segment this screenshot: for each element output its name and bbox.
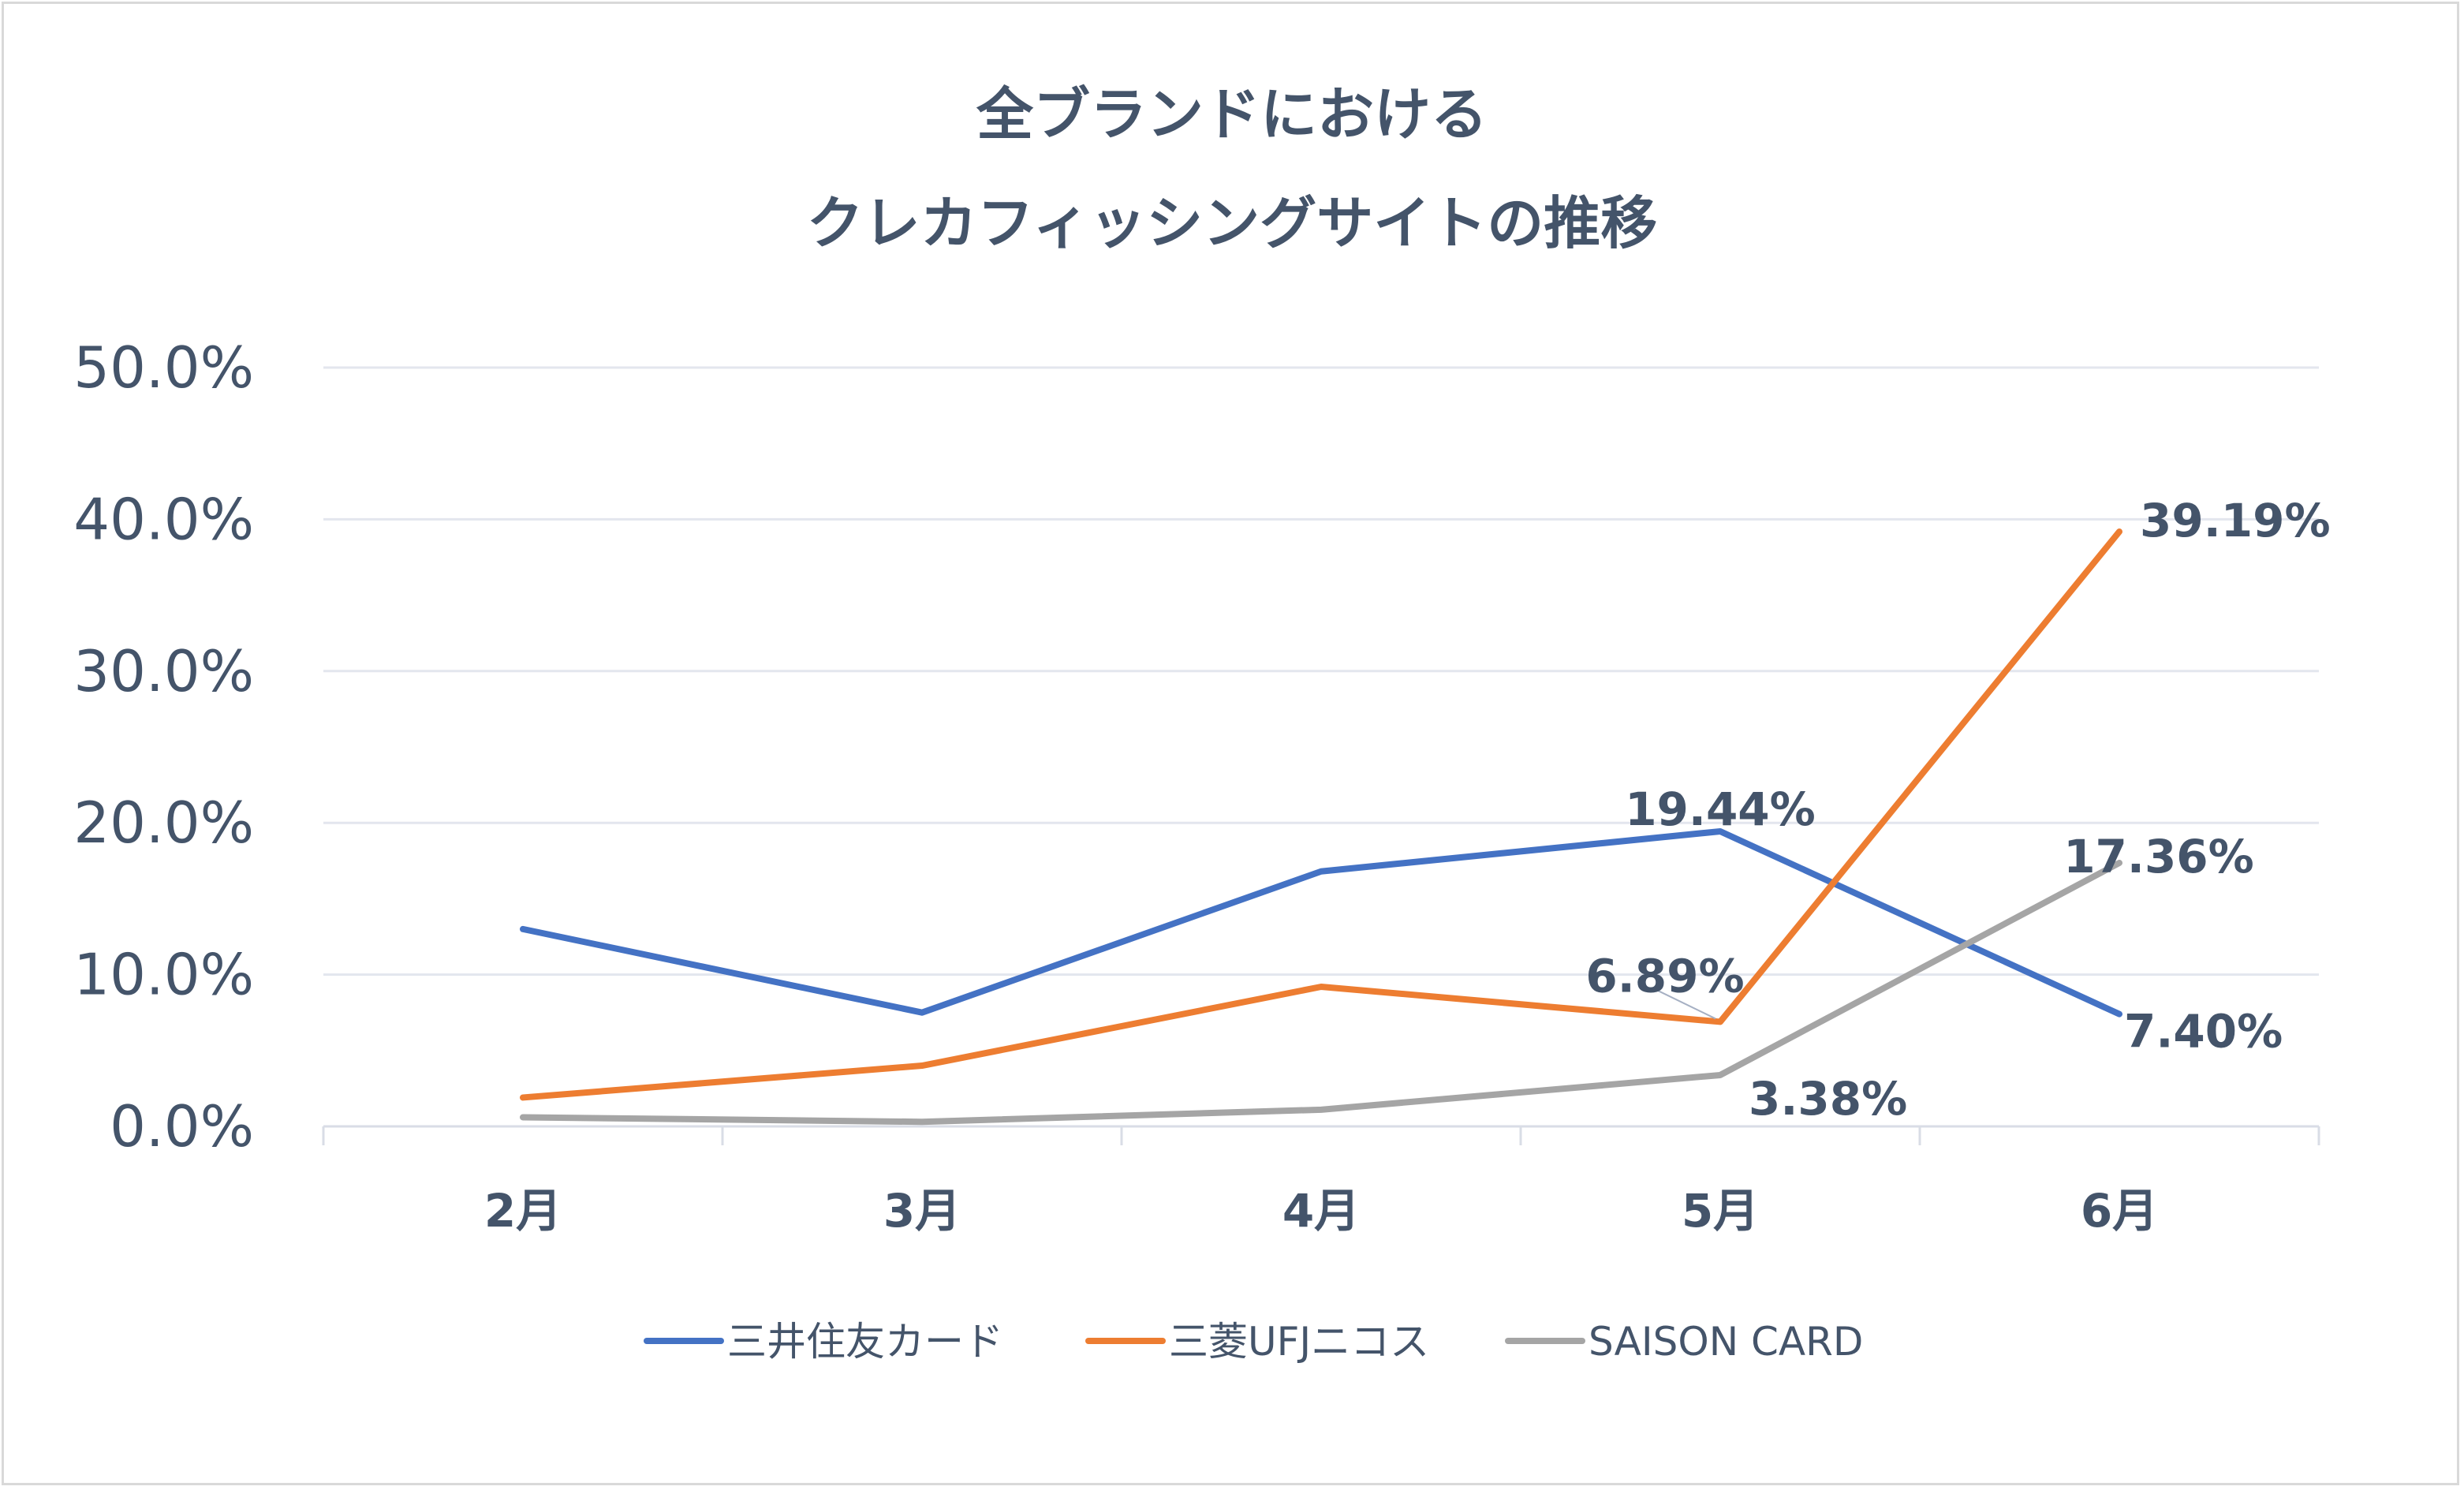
data-label: 7.40% (2124, 1005, 2283, 1059)
y-tick-label: 30.0% (73, 638, 254, 704)
chart-title-line-1: 全ブランドにおける (976, 81, 1488, 148)
series-line-1 (520, 528, 2122, 1101)
x-tick-label: 6月 (2081, 1184, 2158, 1238)
legend-label: 三菱UFJニコス (1169, 1319, 1429, 1365)
x-tick-label: 2月 (484, 1184, 562, 1238)
y-tick-label: 10.0% (73, 942, 254, 1008)
y-tick-label: 40.0% (73, 486, 254, 552)
y-tick-label: 20.0% (73, 790, 254, 856)
y-tick-label: 50.0% (73, 334, 254, 401)
leader-line (1656, 989, 1716, 1020)
legend-label: SAISON CARD (1589, 1319, 1863, 1365)
legend-label: 三井住友カード (727, 1319, 1003, 1365)
data-label: 3.38% (1749, 1072, 1907, 1126)
data-label: 17.36% (2063, 830, 2254, 883)
data-label: 6.89% (1585, 949, 1744, 1003)
x-tick-label: 5月 (1682, 1184, 1759, 1238)
y-tick-label: 0.0% (110, 1093, 254, 1160)
data-label: 19.44% (1625, 782, 1816, 836)
chart-title-line-2: クレカフィッシングサイトの推移 (807, 190, 1658, 256)
x-tick-label: 4月 (1282, 1184, 1360, 1238)
data-label: 39.19% (2140, 494, 2331, 547)
x-tick-label: 3月 (883, 1184, 961, 1238)
